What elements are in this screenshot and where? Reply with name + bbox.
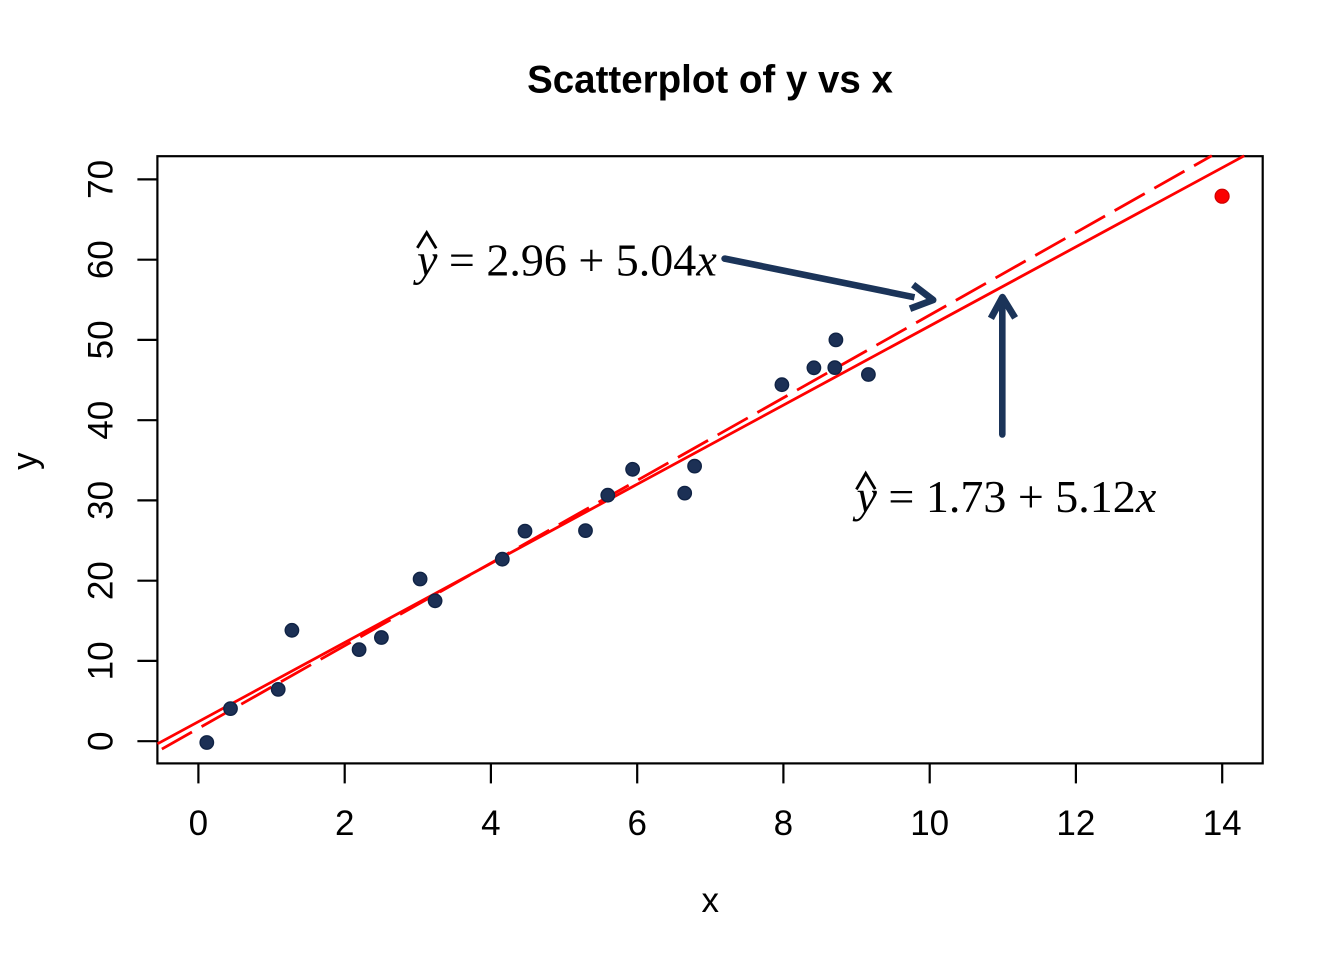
svg-text:6: 6 [627,804,646,843]
svg-text:4: 4 [481,804,500,843]
svg-text:y = 1.73 + 5.12x: y = 1.73 + 5.12x [853,471,1157,522]
svg-text:40: 40 [81,401,120,440]
svg-text:y: y [5,452,44,470]
svg-text:0: 0 [81,731,120,750]
svg-text:8: 8 [774,804,793,843]
svg-text:30: 30 [81,481,120,520]
svg-text:Scatterplot of y vs x: Scatterplot of y vs x [527,58,893,101]
svg-text:70: 70 [81,160,120,199]
svg-text:2: 2 [335,804,354,843]
svg-text:0: 0 [189,804,208,843]
svg-text:14: 14 [1203,804,1242,843]
svg-text:10: 10 [81,641,120,680]
svg-text:y = 2.96 + 5.04x: y = 2.96 + 5.04x [413,234,717,285]
svg-text:12: 12 [1056,804,1095,843]
svg-text:10: 10 [910,804,949,843]
svg-text:60: 60 [81,240,120,279]
svg-text:50: 50 [81,320,120,359]
svg-text:20: 20 [81,561,120,600]
svg-text:x: x [701,881,719,920]
